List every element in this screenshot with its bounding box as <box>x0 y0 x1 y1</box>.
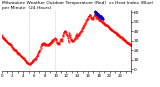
Text: Milwaukee Weather Outdoor Temperature (Red)  vs Heat Index (Blue)  per Minute  (: Milwaukee Weather Outdoor Temperature (R… <box>2 1 154 10</box>
